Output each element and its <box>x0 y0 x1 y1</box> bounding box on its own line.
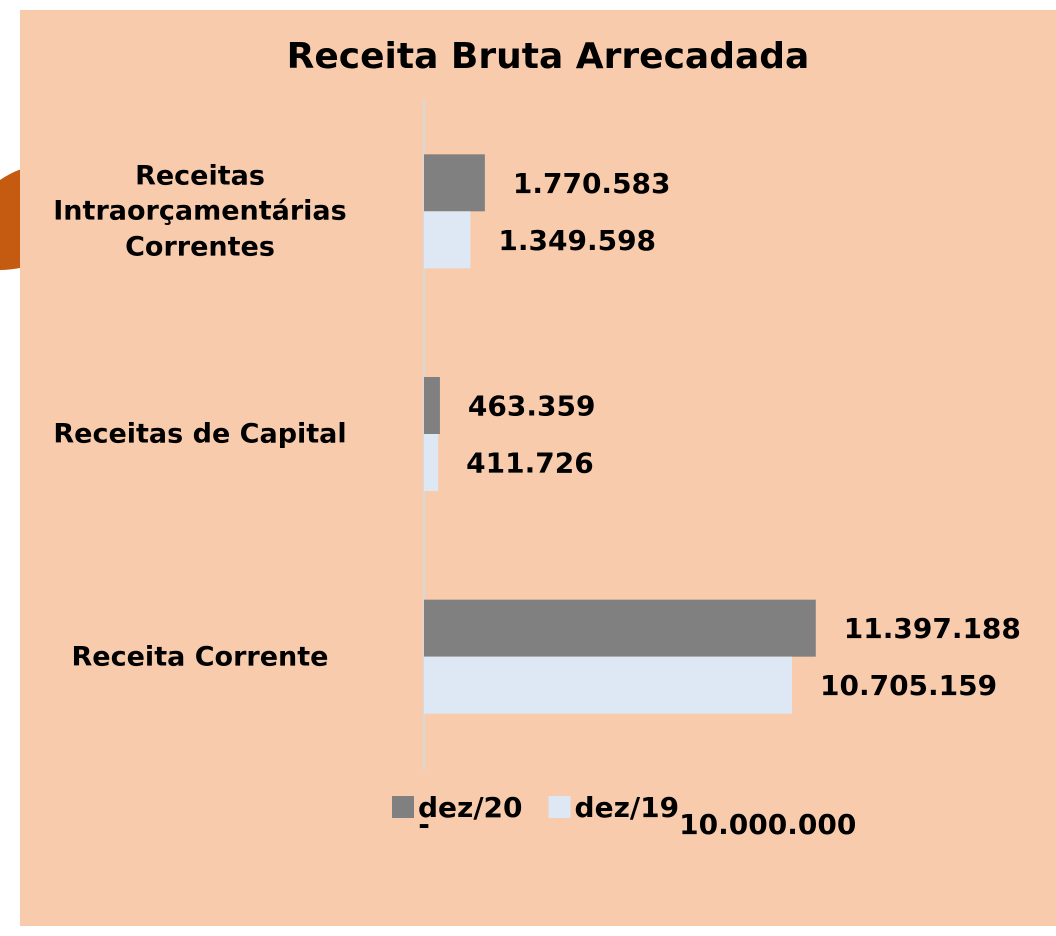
bar <box>424 377 440 434</box>
data-label: 463.359 <box>468 390 596 423</box>
data-label: 11.397.188 <box>844 612 1021 645</box>
legend-swatch <box>392 796 414 818</box>
bar <box>424 211 470 268</box>
data-label: 1.349.598 <box>498 224 656 257</box>
y-tick-label: Receitas de Capital <box>10 416 390 451</box>
bar <box>424 657 792 714</box>
data-label: 10.705.159 <box>820 669 997 702</box>
legend-label: dez/19 <box>575 791 680 824</box>
bar <box>424 154 485 211</box>
y-tick-label: Receitas Intraorçamentárias Correntes <box>10 159 390 264</box>
page: Receita Bruta Arrecadada -10.000.0001.77… <box>0 0 1056 936</box>
data-label: 1.770.583 <box>513 167 671 200</box>
bar <box>424 600 816 657</box>
bar <box>424 434 438 491</box>
legend-swatch <box>549 796 571 818</box>
chart-title: Receita Bruta Arrecadada <box>287 36 810 77</box>
y-tick-label: Receita Corrente <box>10 639 390 674</box>
x-tick-label: 10.000.000 <box>679 808 856 841</box>
data-label: 411.726 <box>466 447 594 480</box>
legend-label: dez/20 <box>418 791 523 824</box>
chart: Receita Bruta Arrecadada -10.000.0001.77… <box>0 0 1056 936</box>
